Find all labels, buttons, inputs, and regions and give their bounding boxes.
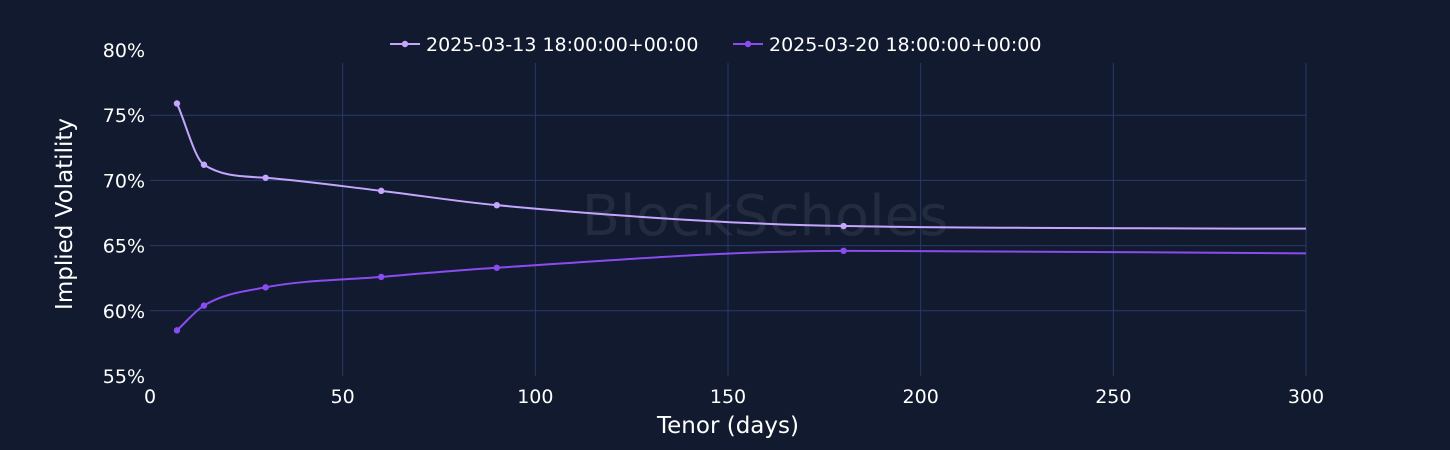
- x-axis-ticks: 0 50 100 150 200 250 300: [144, 386, 1324, 408]
- x-tick-label: 150: [710, 386, 746, 408]
- series-line: [176, 103, 1307, 230]
- series-1: [173, 100, 1307, 230]
- series-2: [173, 247, 1307, 334]
- data-point[interactable]: [378, 187, 385, 195]
- y-tick-label: 80%: [103, 40, 145, 62]
- legend-marker-swatch: [744, 40, 752, 48]
- data-point[interactable]: [262, 284, 269, 291]
- legend-item[interactable]: 2025-03-20 18:00:00+00:00: [733, 34, 1041, 56]
- x-tick-label: 100: [517, 386, 553, 408]
- y-axis-ticks: 55% 60% 65% 70% 75% 80%: [103, 40, 145, 388]
- series-layer: [173, 100, 1307, 334]
- data-point[interactable]: [200, 302, 208, 309]
- data-point[interactable]: [493, 201, 500, 209]
- data-point[interactable]: [378, 273, 385, 281]
- y-tick-label: 70%: [103, 170, 145, 192]
- series-line: [176, 249, 1307, 332]
- gridlines: [150, 63, 1307, 376]
- data-point[interactable]: [173, 100, 181, 107]
- x-tick-label: 200: [903, 386, 939, 408]
- x-tick-label: 0: [144, 386, 156, 408]
- y-tick-label: 60%: [103, 301, 145, 323]
- x-tick-label: 300: [1288, 386, 1324, 408]
- x-tick-label: 50: [331, 386, 355, 408]
- legend-label: 2025-03-13 18:00:00+00:00: [426, 34, 698, 56]
- data-point[interactable]: [262, 174, 269, 181]
- data-point[interactable]: [173, 327, 181, 334]
- data-point[interactable]: [200, 161, 208, 168]
- y-tick-label: 75%: [103, 105, 145, 127]
- data-point[interactable]: [840, 222, 847, 230]
- y-axis-title: Implied Volatility: [52, 118, 78, 310]
- legend-item[interactable]: 2025-03-13 18:00:00+00:00: [390, 34, 698, 56]
- legend-label: 2025-03-20 18:00:00+00:00: [769, 34, 1041, 56]
- legend-marker-swatch: [401, 40, 409, 48]
- data-point[interactable]: [493, 264, 500, 271]
- data-point[interactable]: [840, 247, 847, 255]
- legend[interactable]: 2025-03-13 18:00:00+00:00 2025-03-20 18:0…: [390, 34, 1041, 56]
- y-tick-label: 65%: [103, 236, 145, 258]
- x-axis-title: Tenor (days): [656, 413, 799, 439]
- y-tick-label: 55%: [103, 366, 145, 388]
- x-tick-label: 250: [1095, 386, 1131, 408]
